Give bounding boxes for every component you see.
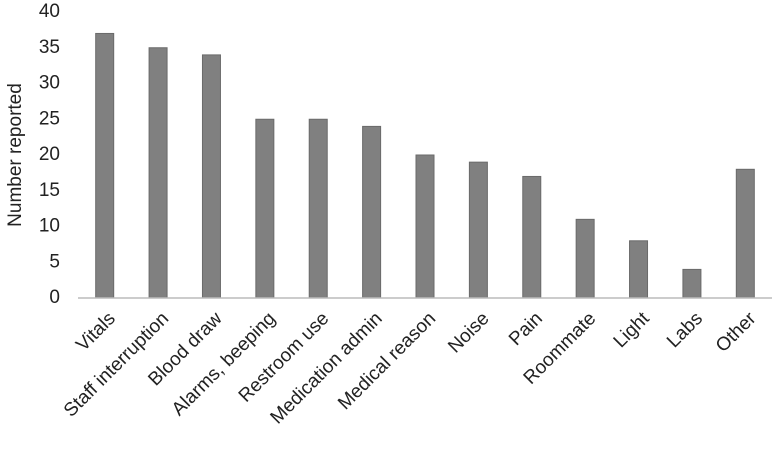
bar (415, 154, 435, 299)
x-tick-label: Pain (505, 308, 547, 350)
bar (735, 168, 755, 299)
y-tick-label: 30 (39, 73, 60, 94)
x-tick-label: Vitals (72, 308, 119, 355)
bar (201, 54, 221, 299)
bar (575, 218, 595, 299)
bar (308, 118, 328, 299)
bar (362, 125, 382, 299)
y-tick-label: 40 (39, 1, 60, 22)
bar (522, 175, 542, 299)
x-tick-label: Labs (663, 308, 707, 352)
x-tick-label: Other (712, 308, 761, 357)
x-tick-label: Noise (444, 308, 493, 357)
x-tick-label: Light (610, 308, 654, 352)
bar (629, 240, 649, 299)
bar (468, 161, 488, 299)
y-tick-label: 0 (49, 287, 60, 308)
bar (148, 47, 168, 299)
y-tick-label: 20 (39, 144, 60, 165)
bar (682, 268, 702, 299)
bar (95, 32, 115, 299)
y-tick-label: 5 (49, 251, 60, 272)
y-axis-label: Number reported (5, 83, 26, 227)
bar (255, 118, 275, 299)
x-tick-label: Medical reason (334, 308, 440, 414)
y-tick-label: 35 (39, 37, 60, 58)
y-tick-label: 25 (39, 108, 60, 129)
y-tick-label: 10 (39, 216, 60, 237)
y-tick-label: 15 (39, 180, 60, 201)
